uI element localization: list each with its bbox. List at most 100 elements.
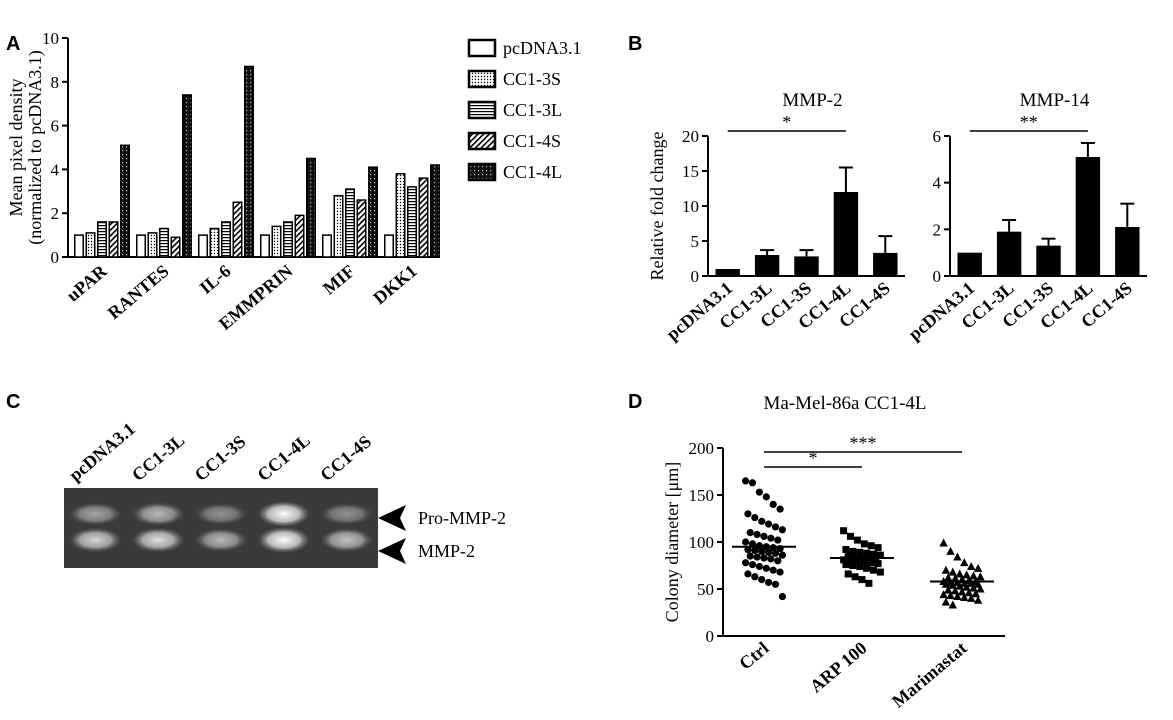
arrow-icon [378,538,406,564]
data-point [874,544,882,552]
data-point [941,579,951,588]
y-tick-label: 10 [682,197,699,216]
legend-label: pcDNA3.1 [503,38,582,58]
data-point [744,545,752,554]
data-point [946,546,955,555]
data-point [957,587,967,596]
data-point [751,546,759,555]
y-tick-label: 15 [682,162,699,181]
bar [147,232,158,258]
data-point [967,561,976,570]
data-point [853,536,861,544]
data-point [971,589,980,598]
bar [159,227,169,258]
data-point [870,566,877,574]
chart-title: Ma-Mel-86a CC1-4L [763,393,926,414]
data-point [748,540,757,548]
bar [260,234,270,258]
data-point [941,597,951,606]
x-category-label: DKK1 [369,261,420,308]
data-point [778,526,787,534]
bar [97,221,107,258]
y-axis-label: Relative fold change [647,132,667,281]
data-point [755,562,764,571]
data-point [865,579,873,587]
bar [715,269,740,276]
bar [345,188,355,258]
y-tick-label: 2 [933,220,942,239]
data-point [858,576,866,584]
data-point [769,566,777,574]
gel-band [194,528,248,552]
data-point [742,477,750,485]
gel-band [257,501,311,527]
data-point [842,546,850,554]
data-point [753,530,761,539]
bar [322,234,332,258]
legend-swatch [467,162,497,182]
y-axis-label-2: (normalized to pcDNA3.1) [25,50,46,244]
data-point [760,554,768,562]
gel-lane-label: pcDNA3.1 [65,419,139,485]
data-point [767,534,775,542]
bar [1115,227,1140,276]
data-point [851,573,859,581]
data-point [976,572,985,581]
gel-lane-label: CC1-3L [128,430,188,485]
data-point [870,550,877,558]
panel-a-bar-chart: 0 2 4 6 8 10 Mean pixel density (normalized to … [6,29,440,334]
bar [333,194,344,258]
data-point [776,505,784,513]
x-category-label: Ctrl [735,638,772,674]
data-point [742,538,750,546]
data-point [755,488,764,496]
gel-band [320,528,373,552]
data-point [771,523,780,531]
data-point [774,536,782,544]
bar [244,65,254,258]
bar [271,225,282,258]
y-tick-label: 4 [933,174,942,193]
data-point [760,532,768,540]
x-category-label: MIF [319,261,359,299]
data-point [767,555,775,563]
bar [221,221,231,258]
bar [294,214,305,258]
gel-background [64,488,378,568]
bar [833,192,859,276]
x-category-label: uPAR [63,260,112,305]
x-category-label: Marimastat [888,638,971,712]
data-point [842,561,850,569]
data-point [860,540,868,548]
data-point [960,592,969,601]
bar [957,252,982,276]
data-point [765,520,773,528]
y-tick-label: 10 [42,29,59,48]
bar [384,234,394,258]
bar [283,221,293,258]
data-point [867,559,875,567]
data-point [746,529,754,537]
data-point [762,493,770,501]
bar [368,166,378,258]
gel-band [69,527,122,553]
data-point [876,551,884,559]
bar [74,234,84,258]
panel-d-scatter-chart: Ma-Mel-86a CC1-4L 0 50 100 150 200 Colony diam… [662,393,1005,712]
panel-a-legend: pcDNA3.1 CC1-3S CC1-3L CC1-4S CC1-4L [467,38,582,182]
gel-band [257,527,311,553]
data-point [950,586,960,595]
y-axis-label: Colony diameter [μm] [662,462,682,623]
data-point [939,538,948,547]
data-point [778,551,787,559]
data-point [973,595,983,604]
data-point [853,557,861,565]
y-tick-label: 200 [689,439,715,458]
data-point [771,580,780,588]
panel-label-b: B [628,33,642,55]
data-point [969,583,978,592]
y-tick-label: 8 [51,73,60,92]
x-category-label: RANTES [104,261,173,323]
